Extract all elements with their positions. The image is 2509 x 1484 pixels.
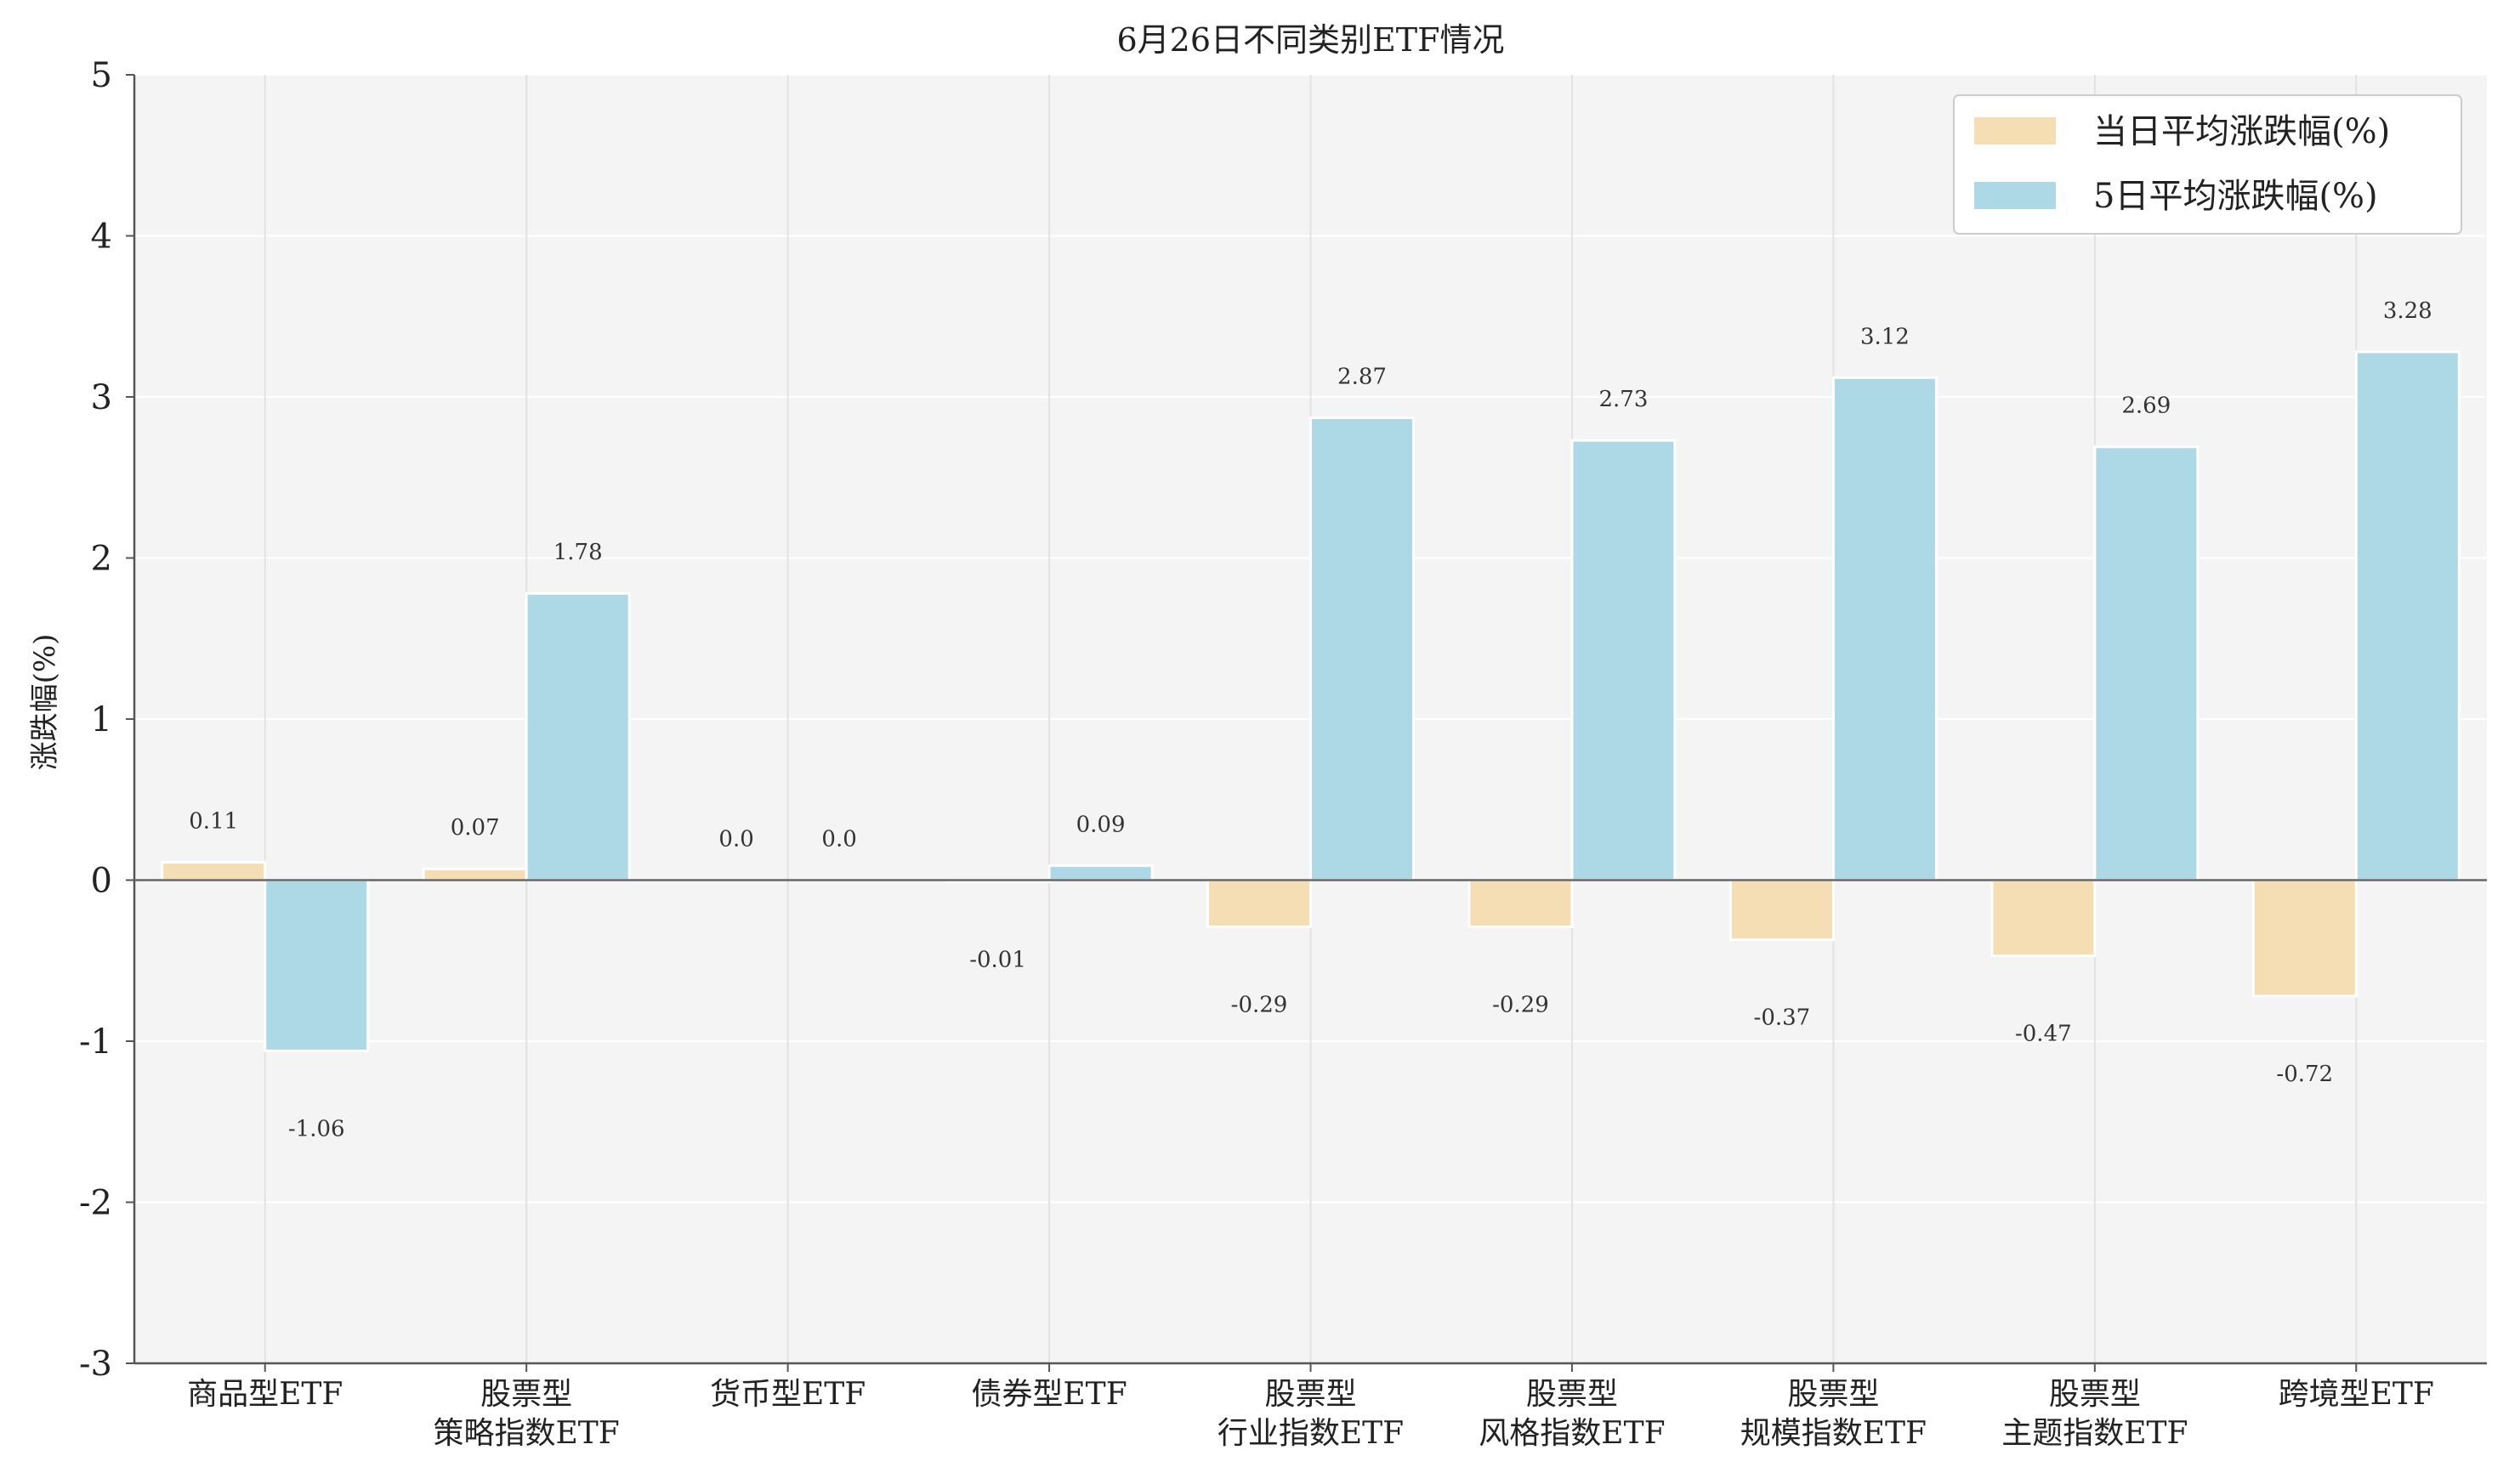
- x-tick-label-line: 股票型: [480, 1377, 572, 1412]
- y-tick-label: 5: [91, 56, 112, 95]
- x-tick-label: 股票型风格指数ETF: [1479, 1377, 1665, 1451]
- legend-label-5day: 5日平均涨跌幅(%): [2093, 177, 2378, 216]
- bar-daily: [1990, 879, 2097, 958]
- bar-daily: [161, 861, 267, 882]
- bar-5day: [1831, 376, 1938, 881]
- x-tick-label-line: 债券型ETF: [971, 1377, 1127, 1412]
- x-tick-label: 跨境型ETF: [2279, 1377, 2434, 1412]
- bar-5day: [2354, 350, 2461, 881]
- y-tick-label: -1: [79, 1022, 112, 1062]
- x-tick-label-line: 策略指数ETF: [434, 1416, 620, 1451]
- x-tick-label: 债券型ETF: [971, 1377, 1127, 1412]
- bar-daily: [1467, 879, 1574, 928]
- data-labels: 0.11 0.07 0.0 -0.01 -0.29 -0.29 -0.37 -0.47 -0.7…: [189, 298, 2432, 1141]
- x-tick-label-line: 股票型: [2049, 1377, 2141, 1412]
- x-tick-label: 商品型ETF: [187, 1377, 343, 1412]
- data-label-5day: 1.78: [553, 540, 603, 565]
- x-tick-label: 股票型策略指数ETF: [434, 1377, 620, 1451]
- bar-daily: [2251, 879, 2358, 998]
- data-label-5day: 2.69: [2121, 394, 2171, 419]
- data-label-5day: 0.0: [821, 827, 856, 852]
- data-label-daily: -0.47: [2015, 1022, 2072, 1047]
- legend: 当日平均涨跌幅(%) 5日平均涨跌幅(%): [1953, 94, 2462, 235]
- y-tick-label: -2: [79, 1184, 112, 1223]
- y-tick-label: 2: [91, 540, 112, 579]
- data-label-daily: 0.07: [451, 815, 500, 841]
- x-tick-label-line: 跨境型ETF: [2279, 1377, 2434, 1412]
- chart-title: 6月26日不同类别ETF情况: [1117, 21, 1505, 59]
- x-tick-label: 股票型行业指数ETF: [1218, 1377, 1404, 1451]
- data-label-daily: -0.72: [2276, 1062, 2333, 1087]
- data-label-5day: 2.87: [1337, 365, 1387, 390]
- y-tick-label: 1: [91, 700, 112, 739]
- data-label-5day: 2.73: [1598, 387, 1648, 412]
- bars: [161, 350, 2461, 1052]
- bar-5day: [525, 592, 631, 881]
- axes: -3 -2 -1 0 1 2 3 4 5 商品型ETF 股票型策略指数ETF 货币型ETF 债券型ETF…: [79, 56, 2487, 1451]
- data-label-5day: -1.06: [288, 1116, 345, 1141]
- data-label-daily: -0.37: [1754, 1005, 1811, 1031]
- data-label-daily: -0.01: [969, 947, 1026, 972]
- x-tick-label-line: 股票型: [1526, 1377, 1618, 1412]
- x-tick-label-line: 货币型ETF: [710, 1377, 866, 1412]
- data-label-5day: 0.09: [1076, 812, 1126, 837]
- x-tick-label-line: 行业指数ETF: [1218, 1416, 1404, 1451]
- y-tick-label: 0: [91, 862, 112, 901]
- data-label-5day: 3.28: [2383, 298, 2432, 324]
- x-tick-label: 股票型主题指数ETF: [2001, 1377, 2188, 1451]
- x-tick-label-line: 规模指数ETF: [1740, 1416, 1927, 1451]
- bar-daily: [422, 867, 528, 881]
- y-tick-label: 4: [91, 218, 112, 257]
- legend-box: [1953, 94, 2462, 235]
- x-tick-label-line: 主题指数ETF: [2001, 1416, 2188, 1451]
- bar-5day: [264, 879, 370, 1052]
- x-tick-label: 货币型ETF: [710, 1377, 866, 1412]
- data-label-daily: 0.0: [718, 827, 753, 852]
- legend-swatch-daily: [1974, 117, 2056, 144]
- y-axis-label: 涨跌幅(%): [28, 634, 62, 771]
- data-label-daily: -0.29: [1231, 992, 1288, 1017]
- x-tick-label-line: 股票型: [1787, 1377, 1879, 1412]
- y-tick-label: -3: [79, 1345, 112, 1384]
- x-tick-label-line: 风格指数ETF: [1479, 1416, 1665, 1451]
- y-tick-label: 3: [91, 378, 112, 417]
- legend-swatch-5day: [1974, 182, 2056, 209]
- legend-label-daily: 当日平均涨跌幅(%): [2093, 112, 2390, 151]
- x-tick-label-line: 股票型: [1264, 1377, 1356, 1412]
- data-label-5day: 3.12: [1860, 324, 1910, 349]
- bar-daily: [1206, 879, 1312, 928]
- data-label-daily: 0.11: [189, 809, 238, 835]
- data-label-daily: -0.29: [1492, 992, 1549, 1017]
- bar-5day: [1047, 864, 1154, 882]
- bar-5day: [1309, 416, 1415, 881]
- bar-5day: [2093, 445, 2200, 881]
- bar-5day: [1570, 439, 1677, 881]
- x-tick-label: 股票型规模指数ETF: [1740, 1377, 1927, 1451]
- x-tick-label-line: 商品型ETF: [187, 1377, 343, 1412]
- bar-daily: [1728, 879, 1835, 942]
